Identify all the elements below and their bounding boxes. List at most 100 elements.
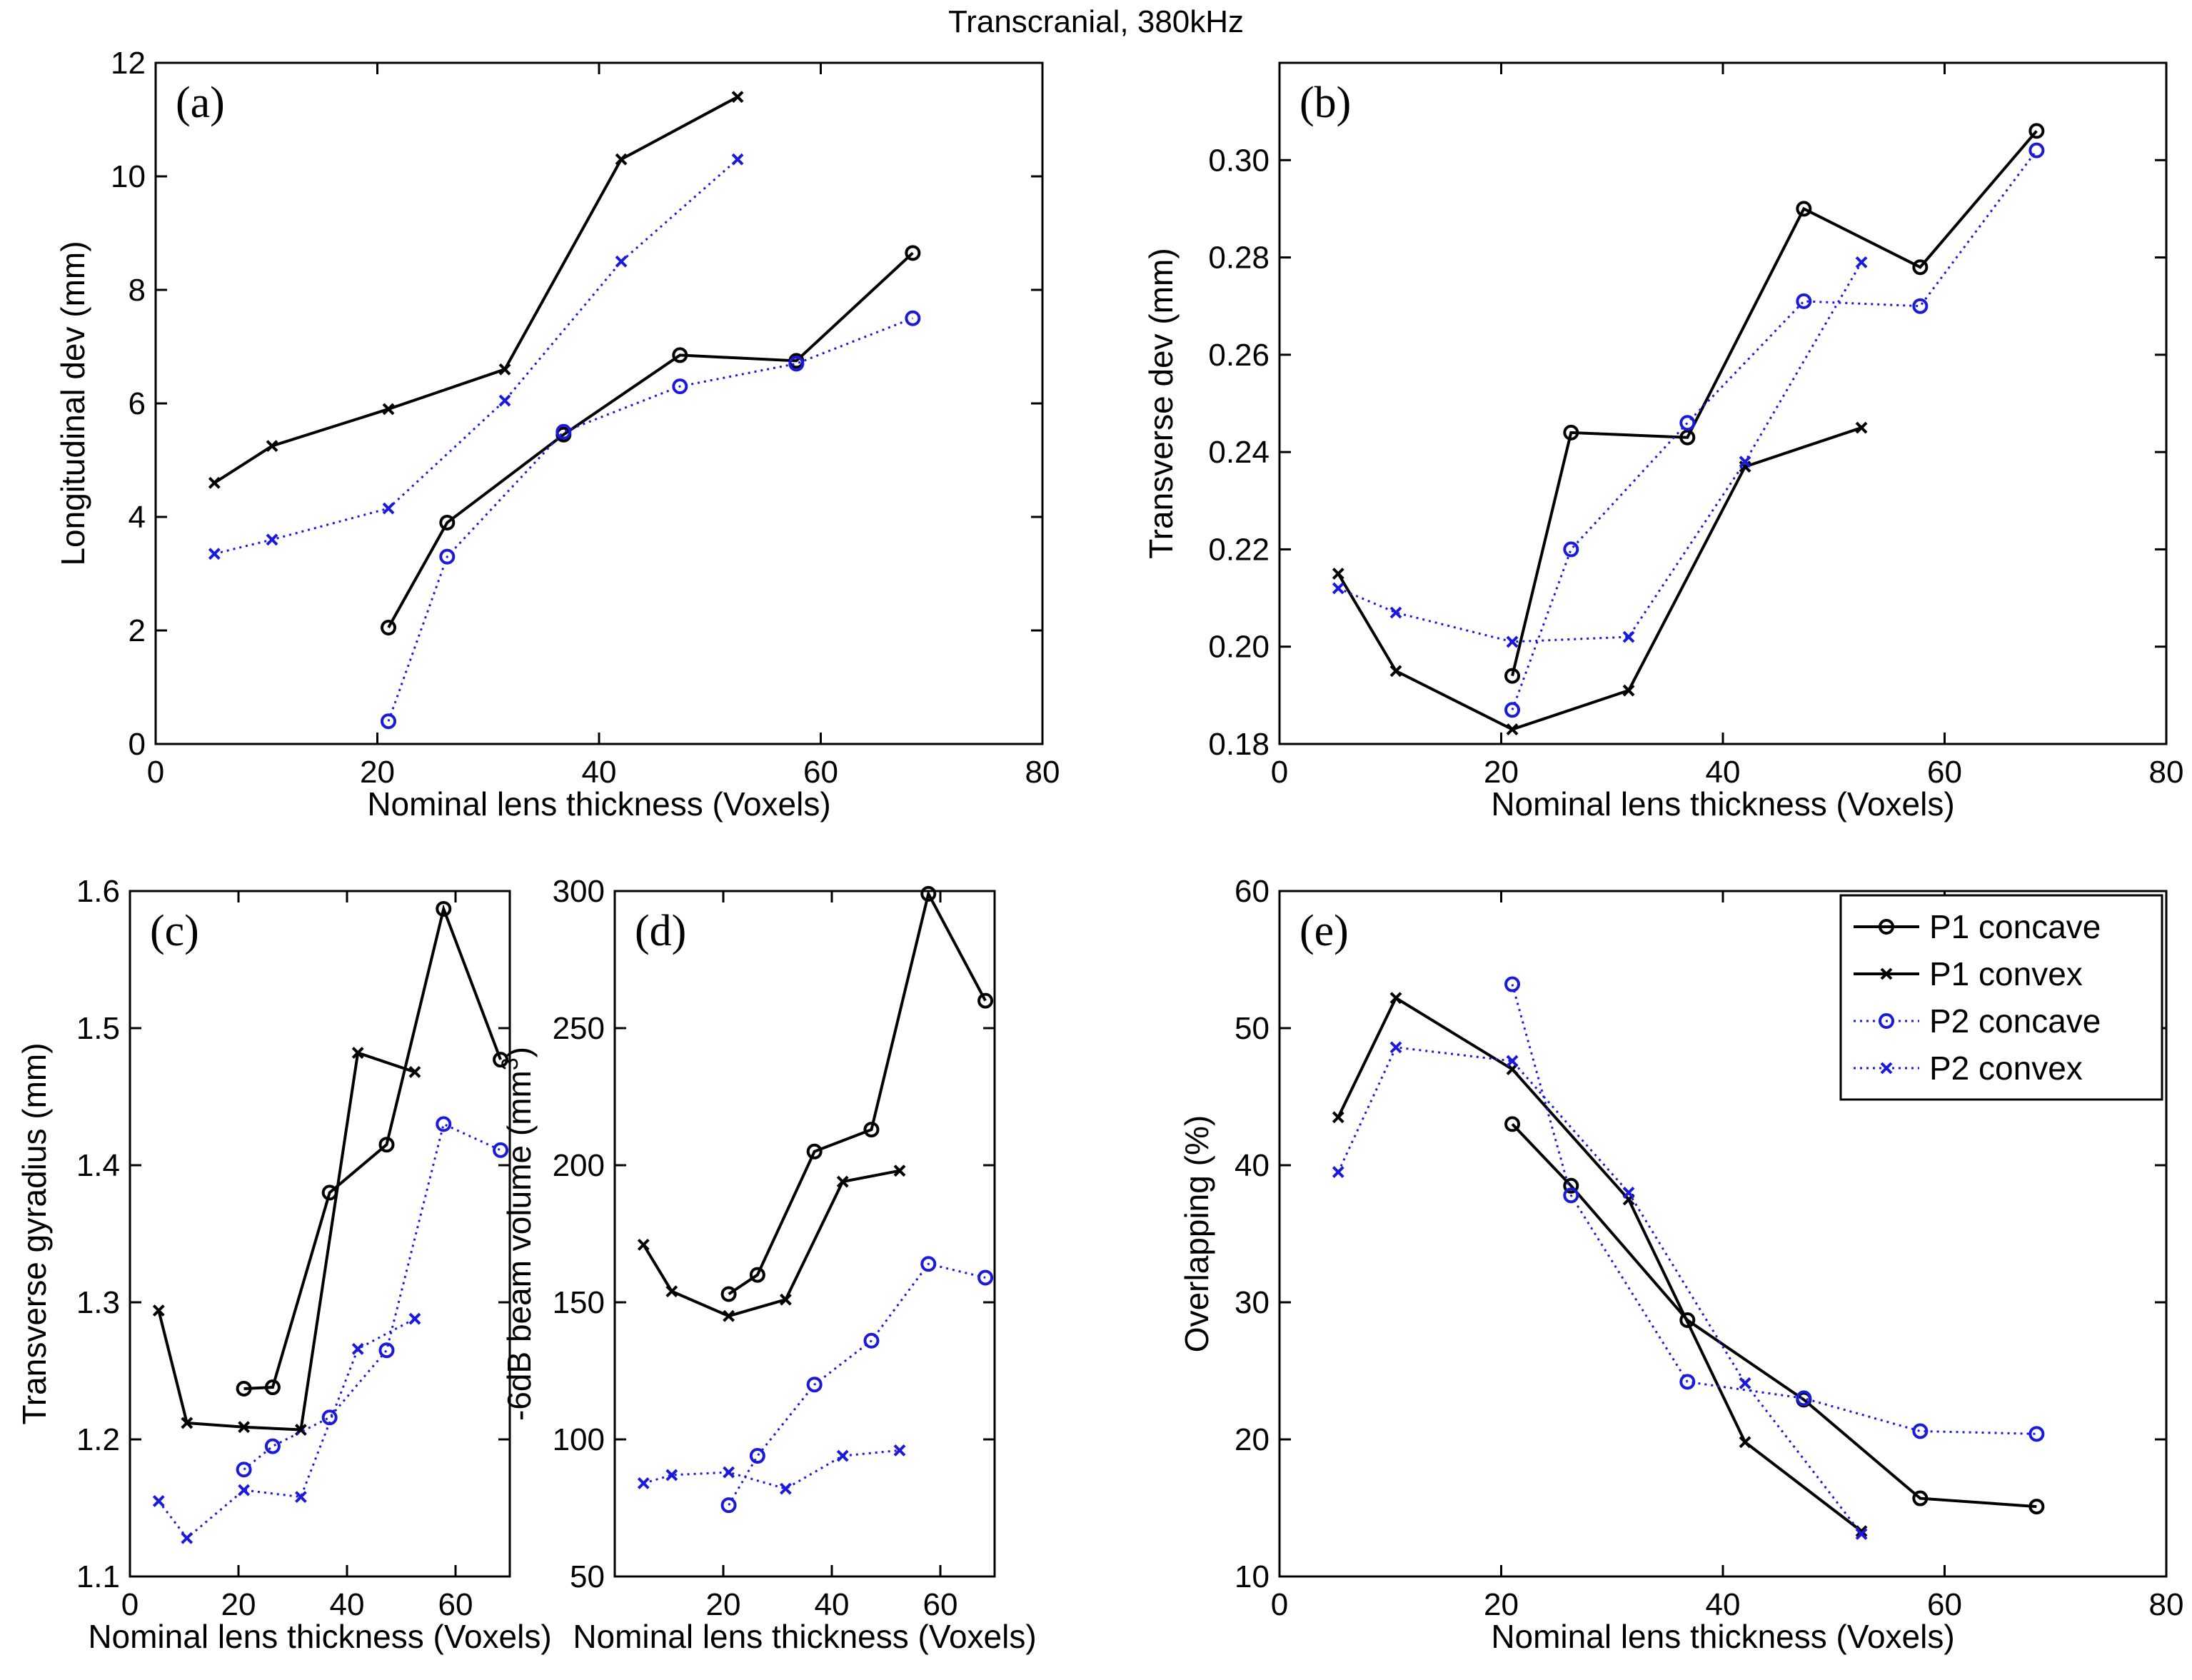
series-p2-concave (1504, 142, 2045, 718)
legend-label: P1 concave (1929, 908, 2101, 945)
data-point (1563, 424, 1579, 441)
data-point (1563, 1187, 1579, 1204)
data-point (1622, 630, 1635, 643)
series-line (213, 159, 739, 555)
data-point (1739, 456, 1751, 468)
chart-panel-a: 0 2 4 6 8 10 12 0 20 40 60 80 Nominal lens thickness… (54, 46, 1060, 823)
figure-title: Transcranial, 380kHz (947, 4, 1245, 39)
data-point (977, 992, 994, 1009)
data-point (408, 1312, 421, 1325)
y-tick-label: 60 (1235, 874, 1270, 909)
data-point (1332, 568, 1344, 580)
x-tick-label: 80 (2149, 1587, 2184, 1622)
data-point (382, 403, 395, 416)
data-point (905, 310, 921, 326)
data-point (1504, 1116, 1521, 1132)
series-p2-concave (381, 310, 921, 730)
data-point (266, 533, 278, 546)
series-p2-concave (1504, 976, 2045, 1442)
y-tick-label: 20 (1235, 1422, 1270, 1457)
series-line (728, 890, 987, 1296)
data-point (720, 1286, 737, 1302)
axes-box (1278, 61, 2168, 745)
data-point (1796, 293, 1812, 309)
data-point (1679, 1374, 1696, 1390)
y-tick-label: 8 (129, 273, 146, 308)
data-point (321, 1409, 338, 1426)
data-point (1389, 606, 1402, 619)
series-p1-concave (381, 245, 921, 636)
series-p2-convex (637, 1444, 906, 1495)
x-tick-label: 60 (438, 1587, 473, 1622)
data-point (381, 713, 397, 730)
series-line (1511, 130, 2038, 677)
y-axis-label: Transverse gyradius (mm) (16, 1042, 53, 1424)
x-axis-label: Nominal lens thickness (Voxels) (1491, 1618, 1954, 1655)
series-p1-concave (1504, 1116, 2045, 1515)
data-point (806, 1143, 823, 1160)
data-point (788, 356, 805, 372)
y-tick-label: 50 (570, 1559, 605, 1594)
data-point (665, 1469, 678, 1482)
x-axis-label: Nominal lens thickness (Voxels) (573, 1618, 1036, 1655)
data-point (723, 1466, 735, 1479)
data-point (208, 476, 221, 489)
data-point (2028, 1499, 2045, 1515)
y-axis-label: Transverse dev (mm) (1142, 248, 1180, 558)
data-point (378, 1342, 395, 1359)
y-tick-label: 30 (1235, 1285, 1270, 1320)
data-point (439, 514, 456, 530)
data-point (381, 620, 397, 636)
data-point (1796, 1390, 1812, 1407)
x-tick-label: 0 (147, 755, 164, 790)
data-point (920, 1256, 937, 1272)
data-point (152, 1304, 165, 1317)
series-line (728, 1262, 986, 1506)
data-point (1855, 1528, 1868, 1540)
data-point (920, 885, 937, 902)
data-point (779, 1482, 792, 1495)
data-point (672, 347, 688, 363)
data-point (264, 1379, 281, 1396)
data-point (1796, 201, 1812, 217)
data-point (1563, 541, 1579, 558)
data-point (1332, 1166, 1344, 1179)
series-line (643, 1449, 900, 1490)
data-point (1622, 684, 1635, 697)
data-point (1332, 1111, 1344, 1124)
y-tick-label: 40 (1235, 1148, 1270, 1183)
x-tick-label: 20 (1484, 755, 1519, 790)
data-point (1912, 259, 1929, 276)
y-tick-label: 0.22 (1208, 532, 1270, 567)
data-point (672, 378, 688, 395)
data-point (498, 394, 511, 407)
data-point (1389, 1041, 1402, 1054)
data-point (1855, 1525, 1868, 1538)
y-axis-label: Overlapping (%) (1178, 1115, 1215, 1352)
data-point (439, 548, 456, 565)
data-point (731, 153, 744, 166)
x-tick-label: 40 (1706, 1587, 1741, 1622)
data-point (1739, 1436, 1751, 1449)
data-point (493, 1142, 509, 1158)
series-p1-convex (1332, 992, 1868, 1538)
data-point (836, 1449, 849, 1462)
data-point (749, 1448, 765, 1464)
legend-label: P1 convex (1929, 955, 2083, 992)
series-p2-concave (236, 1116, 509, 1478)
panel-label: (e) (1299, 907, 1349, 955)
y-tick-label: 2 (129, 613, 146, 648)
x-tick-label: 60 (1927, 755, 1962, 790)
data-point (294, 1491, 307, 1504)
data-point (382, 502, 395, 515)
data-point (2028, 1426, 2045, 1442)
series-line (1337, 995, 1863, 1533)
data-point (208, 548, 221, 560)
y-tick-label: 1.4 (76, 1148, 120, 1183)
series-p1-convex (208, 91, 744, 489)
series-line (213, 95, 739, 484)
data-point (1506, 635, 1519, 648)
data-point (720, 1497, 737, 1514)
data-point (1506, 1055, 1519, 1067)
data-point (436, 1116, 452, 1132)
